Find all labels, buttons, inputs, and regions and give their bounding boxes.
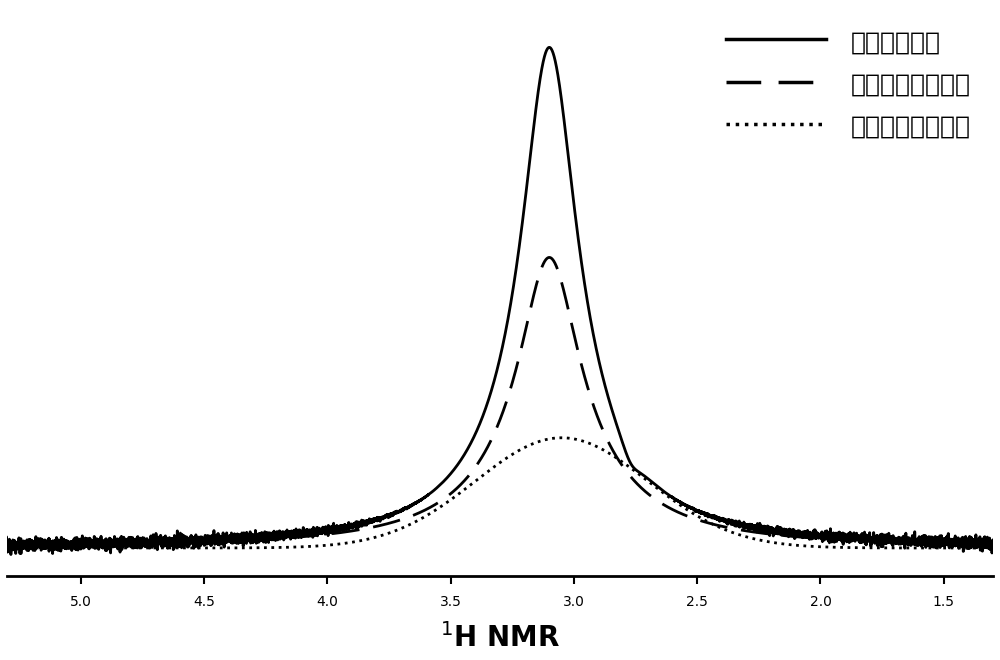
第一仲氢富集气体 bbox=[608, 449, 620, 457]
第一仲氢富集气体 bbox=[833, 536, 845, 544]
Legend: 普通氢气气体, 第一仲氢富集气体, 第二仲氢富集气体: 普通氢气气体, 第一仲氢富集气体, 第二仲氢富集气体 bbox=[716, 19, 981, 148]
第二仲氢富集气体 bbox=[774, 540, 786, 548]
第一仲氢富集气体 bbox=[774, 531, 786, 539]
第二仲氢富集气体 bbox=[657, 488, 669, 496]
普通氢气气体 bbox=[8, 539, 20, 547]
第二仲氢富集气体 bbox=[608, 453, 620, 461]
第二仲氢富集气体 bbox=[353, 537, 365, 545]
Line: 普通氢气气体: 普通氢气气体 bbox=[0, 48, 1000, 554]
普通氢气气体 bbox=[657, 486, 669, 494]
Line: 第二仲氢富集气体: 第二仲氢富集气体 bbox=[0, 438, 1000, 548]
第二仲氢富集气体 bbox=[833, 543, 845, 551]
第二仲氢富集气体 bbox=[7, 544, 19, 552]
普通氢气气体 bbox=[774, 529, 786, 537]
第一仲氢富集气体 bbox=[657, 500, 669, 508]
普通氢气气体 bbox=[608, 414, 620, 422]
Line: 第一仲氢富集气体: 第一仲氢富集气体 bbox=[0, 257, 1000, 546]
第一仲氢富集气体 bbox=[543, 253, 555, 261]
X-axis label: $^{1}$H NMR: $^{1}$H NMR bbox=[440, 623, 560, 653]
普通氢气气体 bbox=[5, 550, 17, 558]
第二仲氢富集气体 bbox=[556, 434, 568, 442]
第一仲氢富集气体 bbox=[7, 541, 19, 549]
普通氢气气体 bbox=[353, 519, 365, 527]
第一仲氢富集气体 bbox=[353, 526, 365, 534]
普通氢气气体 bbox=[543, 44, 555, 51]
普通氢气气体 bbox=[834, 534, 846, 542]
